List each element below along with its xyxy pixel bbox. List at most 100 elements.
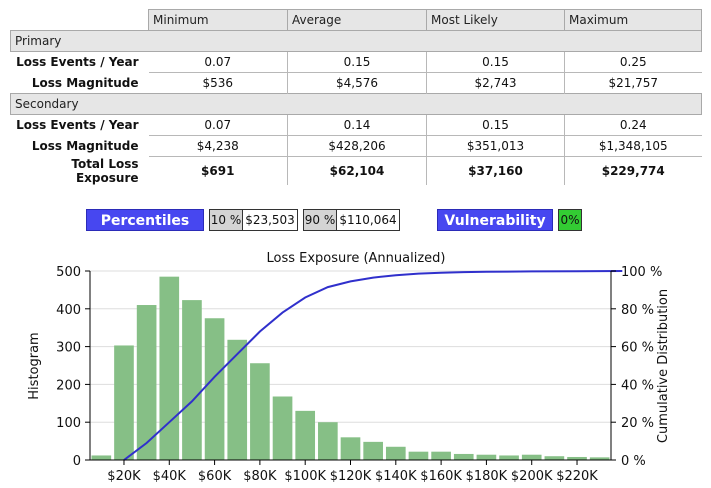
- total-row: Total Loss Exposure $691 $62,104 $37,160…: [11, 156, 702, 185]
- table-row: Loss Events / Year 0.07 0.15 0.15 0.25: [11, 51, 702, 73]
- loss-exposure-chart: Loss Exposure (Annualized) 0 100 200 300 400…: [27, 251, 671, 484]
- x-tick-label: $160K: [420, 469, 462, 484]
- histogram-bar: [589, 457, 610, 460]
- total-cell: $62,104: [287, 156, 427, 185]
- histogram-bar: [476, 454, 497, 460]
- percentile-high-label: 90 %: [303, 209, 337, 231]
- table-cell: 0.07: [148, 114, 288, 136]
- x-tick-label: $100K: [284, 469, 326, 484]
- histogram-bar: [136, 305, 157, 460]
- table-cell: 0.15: [426, 51, 565, 73]
- section-secondary-label: Secondary: [10, 93, 702, 115]
- section-primary-row: Primary: [10, 30, 702, 52]
- x-tick-label: $200K: [511, 469, 553, 484]
- y-tick-label: 500: [56, 265, 81, 280]
- table-cell: 0.14: [287, 114, 427, 136]
- histogram-bar: [204, 318, 225, 460]
- table-row: Loss Events / Year 0.07 0.14 0.15 0.24: [11, 114, 702, 136]
- column-header: Maximum: [564, 9, 702, 31]
- table-cell: $21,757: [608, 76, 659, 90]
- percentiles-button[interactable]: Percentiles: [86, 209, 204, 231]
- y-tick-label: 100: [56, 416, 81, 431]
- row-label: Loss Magnitude: [31, 75, 139, 90]
- x-tick-label: $40K: [153, 469, 187, 484]
- chart-title: Loss Exposure (Annualized): [267, 251, 446, 266]
- table-cell: 0.25: [564, 51, 702, 73]
- table-cell: $4,576: [287, 72, 427, 94]
- histogram-bar: [453, 453, 474, 460]
- total-cell: $691: [148, 156, 288, 185]
- cumulative-distribution-line: [123, 270, 623, 461]
- histogram-bar: [159, 276, 180, 460]
- left-axis-ticks: 0 100 200 300 400 500: [56, 265, 90, 469]
- table-cell: 0.15: [287, 51, 427, 73]
- column-header: Minimum: [148, 9, 288, 31]
- histogram-bars: [91, 276, 610, 460]
- histogram-bar: [544, 456, 565, 460]
- y-tick-label: 0: [73, 454, 81, 469]
- y2-tick-label: 0 %: [621, 454, 646, 469]
- histogram-bar: [182, 300, 202, 460]
- table-cell: 0.07: [148, 51, 288, 73]
- histogram-bar: [340, 437, 361, 460]
- percentile-low-label: 10 %: [209, 209, 243, 231]
- histogram-bar: [91, 455, 112, 460]
- y2-axis-label: Cumulative Distribution: [656, 289, 671, 443]
- histogram-bar: [295, 410, 316, 460]
- y-tick-label: 200: [56, 378, 81, 393]
- histogram-bar: [431, 451, 451, 460]
- x-tick-label: $140K: [375, 469, 417, 484]
- percentile-low-value: $23,503: [242, 209, 298, 231]
- x-axis-ticks: $20K $40K $60K $80K $100K $120K $140K $160K $180…: [107, 460, 598, 484]
- table-cell: $2,743: [426, 72, 565, 94]
- section-primary-label: Primary: [10, 30, 702, 52]
- row-label: Loss Magnitude: [31, 139, 139, 153]
- x-tick-label: $60K: [198, 469, 232, 484]
- table-cell: 0.24: [564, 114, 702, 136]
- y2-tick-label: 100 %: [621, 265, 662, 280]
- y-tick-label: 400: [56, 303, 81, 318]
- row-label: Loss Events / Year: [16, 55, 139, 70]
- y2-tick-label: 40 %: [621, 378, 654, 393]
- y2-tick-label: 60 %: [621, 341, 654, 356]
- y2-tick-label: 80 %: [621, 303, 654, 318]
- table-cell: $536: [148, 72, 288, 94]
- x-tick-label: $80K: [243, 469, 277, 484]
- percentile-high-value: $110,064: [336, 209, 400, 231]
- table-row: Loss Magnitude $4,238 $428,206 $351,013 …: [11, 135, 702, 157]
- column-header: Most Likely: [426, 9, 565, 31]
- vulnerability-value: 0%: [558, 209, 582, 231]
- histogram-bar: [385, 446, 406, 460]
- histogram-bar: [521, 454, 542, 460]
- column-header: Average: [287, 9, 427, 31]
- x-tick-label: $20K: [107, 469, 141, 484]
- table-cell: $428,206: [287, 135, 427, 157]
- histogram-bar: [567, 456, 587, 460]
- histogram-bar: [114, 345, 134, 460]
- y-axis-label: Histogram: [27, 332, 42, 399]
- histogram-bar: [318, 422, 338, 460]
- x-tick-label: $120K: [330, 469, 372, 484]
- histogram-bar: [408, 451, 429, 460]
- total-cell: $229,774: [601, 163, 665, 178]
- table-cell: 0.15: [426, 114, 565, 136]
- total-label: Total Loss Exposure: [71, 156, 139, 185]
- table-cell: $1,348,105: [564, 135, 702, 157]
- y2-tick-label: 20 %: [621, 416, 654, 431]
- vulnerability-button[interactable]: Vulnerability: [437, 209, 553, 231]
- histogram-bar: [272, 396, 293, 460]
- row-label: Loss Events / Year: [16, 118, 139, 133]
- table-cell: $351,013: [426, 135, 565, 157]
- x-tick-label: $180K: [466, 469, 508, 484]
- right-axis-ticks: 0 % 20 % 40 % 60 % 80 % 100 %: [611, 265, 662, 469]
- x-tick-label: $220K: [556, 469, 598, 484]
- histogram-bar: [499, 455, 519, 460]
- table-cell: $4,238: [148, 135, 288, 157]
- results-table: Minimum Average Most Likely Maximum Prim…: [10, 9, 702, 185]
- section-secondary-row: Secondary: [10, 93, 702, 115]
- histogram-bar: [363, 441, 383, 460]
- total-cell: $37,160: [426, 156, 565, 185]
- table-header-row: Minimum Average Most Likely Maximum: [11, 9, 702, 31]
- y-tick-label: 300: [56, 341, 81, 356]
- histogram-bar: [227, 339, 248, 460]
